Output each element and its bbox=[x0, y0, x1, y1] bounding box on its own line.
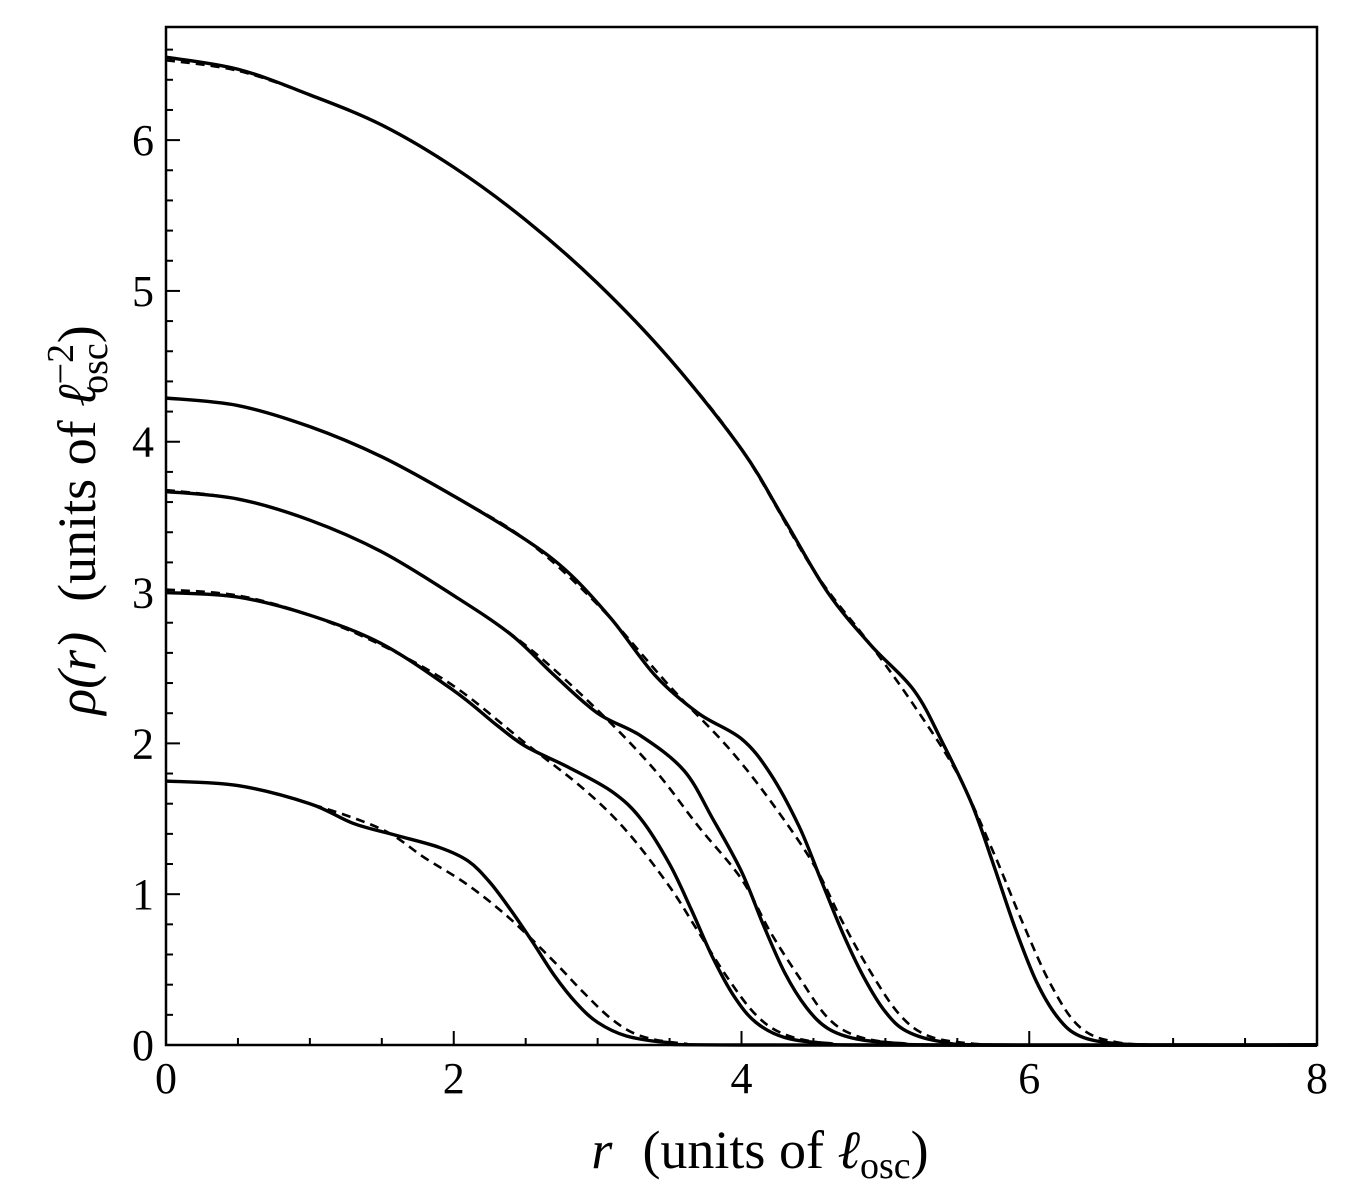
y-tick-label: 6 bbox=[132, 116, 154, 165]
y-axis-units-superscript: −2 bbox=[40, 344, 82, 384]
y-tick-label: 2 bbox=[132, 719, 154, 768]
y-tick-label: 5 bbox=[132, 267, 154, 316]
y-axis-label: ρ(r) (units of ℓ−2osc) bbox=[40, 325, 116, 716]
y-axis-units-suffix: ) bbox=[47, 325, 107, 343]
y-axis-units-symbol: ℓ bbox=[47, 384, 107, 407]
y-axis-units-subscript: osc bbox=[74, 343, 116, 394]
dashed-curve-9 bbox=[165, 58, 1318, 1047]
x-axis-label: r (units of ℓosc) bbox=[591, 1120, 928, 1184]
y-tick-label: 1 bbox=[132, 870, 154, 919]
x-tick-label: 2 bbox=[443, 1054, 465, 1103]
tick-labels: 0 2 4 6 8 0 1 2 3 4 5 6 bbox=[132, 116, 1328, 1103]
dashed-curve-7 bbox=[165, 396, 1318, 1047]
x-axis-units-symbol: ℓ bbox=[837, 1120, 860, 1180]
plot-frame bbox=[164, 25, 1319, 1047]
y-tick-label: 3 bbox=[132, 569, 154, 618]
x-tick-label: 0 bbox=[155, 1054, 177, 1103]
x-tick-label: 4 bbox=[731, 1054, 753, 1103]
x-tick-label: 6 bbox=[1018, 1054, 1040, 1103]
dashed-curve-1 bbox=[165, 779, 1318, 1047]
x-axis-units-suffix: ) bbox=[911, 1120, 929, 1180]
y-axis-symbol: ρ(r) bbox=[47, 632, 107, 717]
y-axis-label-group: ρ(r) (units of ℓ−2osc) bbox=[40, 325, 116, 716]
y-tick-label: 4 bbox=[132, 418, 154, 467]
x-axis-units-subscript: osc bbox=[860, 1145, 911, 1184]
solid-curve-4 bbox=[165, 489, 1318, 1047]
x-axis-symbol: r bbox=[591, 1120, 613, 1180]
y-tick-label: 0 bbox=[132, 1021, 154, 1070]
x-axis-units-prefix: (units of bbox=[642, 1120, 837, 1180]
x-tick-label: 8 bbox=[1306, 1054, 1328, 1103]
y-axis-units-prefix: (units of bbox=[47, 407, 107, 602]
